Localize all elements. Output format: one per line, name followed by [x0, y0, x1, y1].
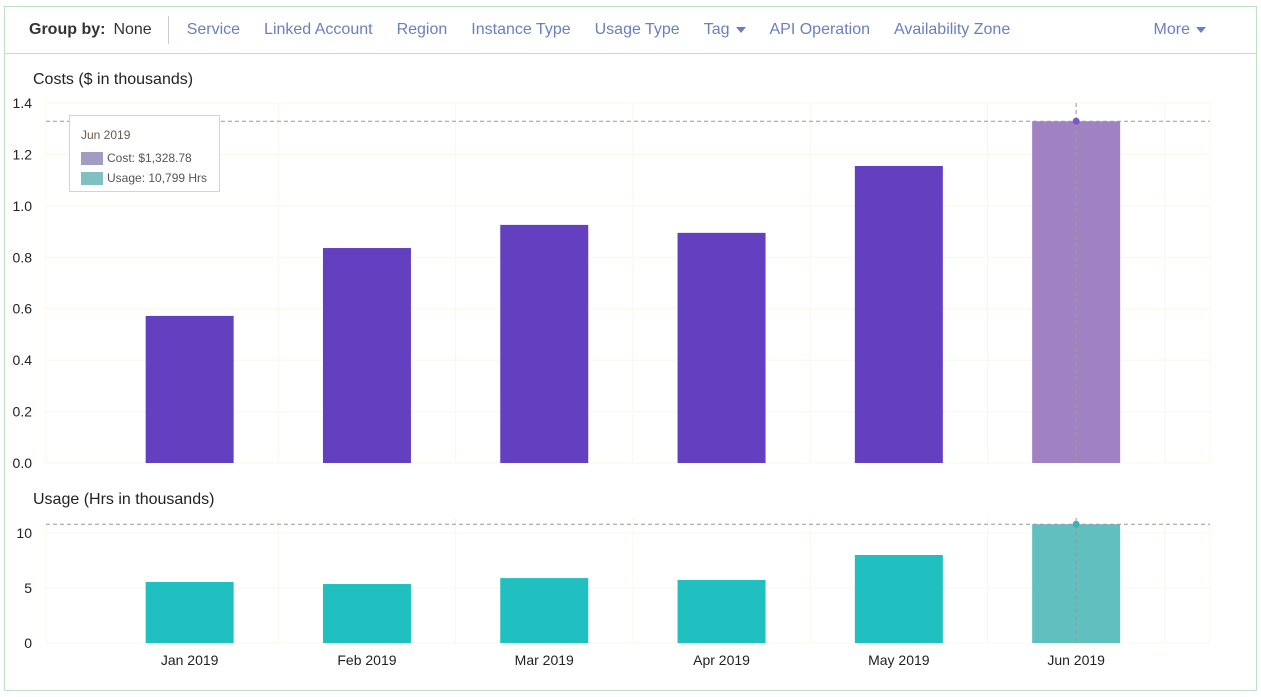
tooltip-date: Jun 2019 — [81, 128, 131, 142]
group-by-instance-type[interactable]: Instance Type — [471, 21, 571, 38]
divider — [167, 16, 169, 44]
cost-chart-title: Costs ($ in thousands) — [33, 71, 194, 88]
cost-bar — [500, 224, 589, 463]
x-tick-label: May 2019 — [868, 652, 930, 668]
x-tick-label: Jun 2019 — [1047, 652, 1105, 668]
tag-label: Tag — [703, 21, 730, 38]
tooltip: Jun 2019 Cost: $1,328.78 Usage: 10,799 H… — [69, 115, 220, 192]
usage-bar — [322, 584, 411, 643]
y-tick-label: 1.2 — [13, 146, 33, 162]
cost-bar — [145, 315, 234, 463]
y-tick-label: 10 — [16, 525, 32, 541]
group-by-toolbar: Group by: None Service Linked Account Re… — [4, 6, 1257, 54]
cost-bar — [854, 166, 943, 463]
y-tick-label: 0.0 — [13, 455, 33, 471]
cost-bar — [677, 232, 766, 463]
group-by-linked-account[interactable]: Linked Account — [264, 21, 373, 38]
x-tick-label: Mar 2019 — [515, 652, 574, 668]
y-tick-label: 0.6 — [13, 301, 33, 317]
group-by-availability-zone[interactable]: Availability Zone — [894, 21, 1011, 38]
tooltip-cost: Cost: $1,328.78 — [107, 151, 192, 165]
group-by-region[interactable]: Region — [396, 21, 448, 38]
y-tick-label: 0.4 — [13, 352, 33, 368]
y-tick-label: 1.0 — [13, 198, 33, 214]
usage-bar — [677, 579, 766, 643]
tooltip-usage: Usage: 10,799 Hrs — [107, 171, 208, 185]
chart-panel — [4, 54, 1257, 691]
caret-down-icon — [1196, 26, 1206, 33]
y-tick-label: 1.4 — [13, 95, 33, 111]
cost-swatch — [81, 151, 103, 165]
y-tick-label: 0.2 — [13, 404, 33, 420]
group-by-api-operation[interactable]: API Operation — [769, 21, 871, 38]
more-dropdown[interactable]: More — [1154, 21, 1206, 39]
usage-swatch — [81, 171, 103, 185]
y-tick-label: 0 — [24, 635, 32, 651]
x-tick-label: Apr 2019 — [693, 652, 750, 668]
cost-bar — [322, 248, 411, 463]
group-by-value: None — [113, 21, 152, 38]
usage-bar — [145, 581, 234, 643]
x-tick-label: Jan 2019 — [161, 652, 219, 668]
hover-point — [1072, 520, 1080, 528]
group-by-label: Group by: — [29, 21, 106, 38]
y-tick-label: 5 — [24, 580, 32, 596]
group-by-service[interactable]: Service — [186, 21, 241, 38]
caret-down-icon — [735, 26, 746, 33]
more-label: More — [1153, 21, 1190, 38]
usage-chart-title: Usage (Hrs in thousands) — [33, 491, 215, 508]
hover-point — [1072, 117, 1080, 125]
usage-bar — [854, 555, 943, 643]
usage-bar — [500, 578, 589, 643]
group-by-tag[interactable]: Tag — [704, 21, 746, 39]
x-tick-label: Feb 2019 — [337, 652, 396, 668]
y-tick-label: 0.8 — [13, 249, 33, 265]
group-by-usage-type[interactable]: Usage Type — [594, 21, 680, 38]
